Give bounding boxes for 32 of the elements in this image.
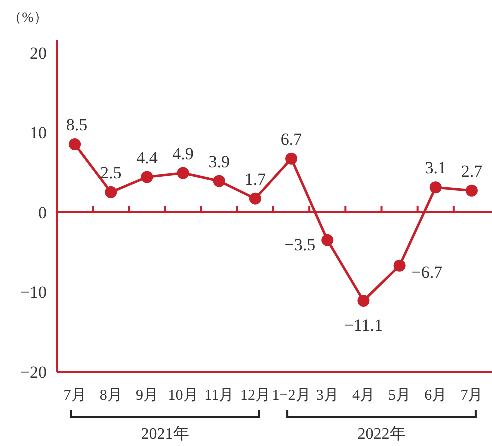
- ytick: −10: [20, 283, 47, 302]
- xtick: 9月: [136, 388, 158, 404]
- xtick: 7月: [64, 388, 86, 404]
- data-label: 1.7: [244, 170, 266, 189]
- data-label: 4.9: [172, 144, 194, 164]
- data-label: 4.4: [136, 148, 158, 168]
- xtick: 4月: [352, 388, 375, 404]
- xtick: 10月: [168, 388, 198, 404]
- annotation: 2021年: [141, 426, 190, 443]
- xtick: 7月: [460, 388, 484, 404]
- xtick: 12月: [240, 388, 270, 404]
- xtick: 8月: [100, 388, 122, 404]
- data-label: 3.9: [208, 152, 230, 172]
- data-label: −11.1: [344, 316, 384, 335]
- xtick: 6月: [424, 388, 448, 404]
- ytick: 20: [30, 44, 47, 63]
- data-label: 2.7: [461, 162, 483, 181]
- data-label: 3.1: [425, 158, 446, 178]
- data-label: 6.7: [280, 130, 302, 149]
- ylabel: （%）: [8, 11, 48, 26]
- data-label: 2.5: [100, 163, 122, 182]
- xtick: 1−2月: [272, 388, 311, 404]
- annotation: 2022年: [358, 426, 406, 443]
- ytick: 0: [38, 203, 47, 222]
- data-label: 8.5: [66, 116, 88, 135]
- ytick: −20: [20, 363, 47, 382]
- data-label: −3.5: [284, 235, 316, 254]
- xtick: 5月: [388, 388, 412, 404]
- xtick: 11月: [204, 388, 234, 404]
- xtick: 3月: [316, 388, 339, 404]
- data-label: −6.7: [412, 262, 443, 282]
- ytick: 10: [30, 124, 47, 143]
